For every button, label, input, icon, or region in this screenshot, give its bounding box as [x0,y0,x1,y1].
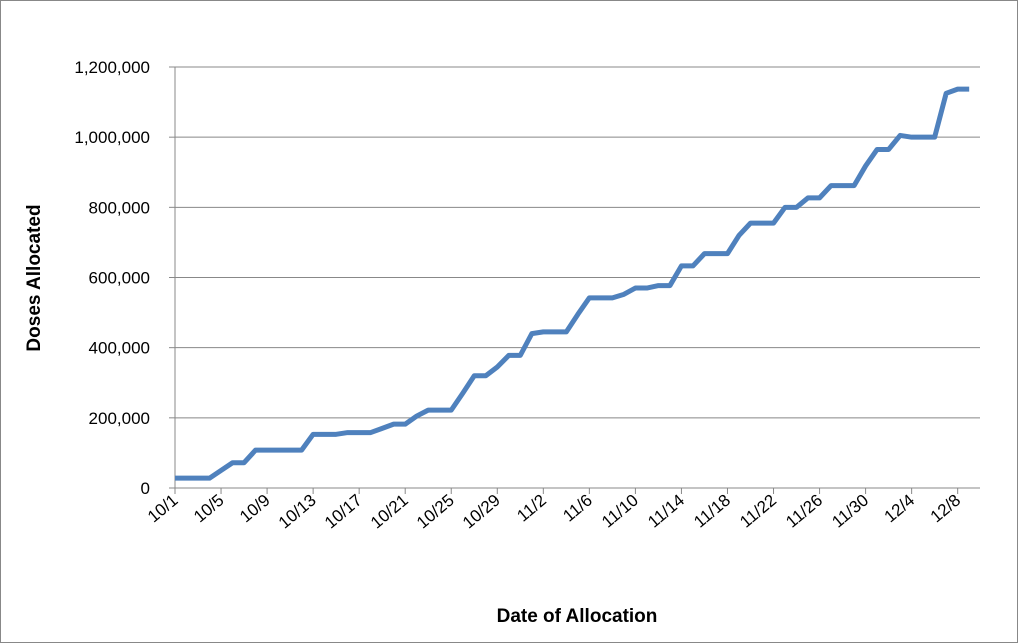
y-tick-label: 600,000 [89,269,150,288]
y-tick-label: 0 [141,479,150,498]
y-axis-title: Doses Allocated [24,204,45,351]
y-tick-label: 200,000 [89,409,150,428]
x-axis-title: Date of Allocation [497,606,658,627]
y-tick-label: 400,000 [89,339,150,358]
y-tick-label: 1,200,000 [74,58,150,77]
y-tick-label: 800,000 [89,198,150,217]
data-line [175,86,970,481]
y-tick-label: 1,000,000 [74,128,150,147]
